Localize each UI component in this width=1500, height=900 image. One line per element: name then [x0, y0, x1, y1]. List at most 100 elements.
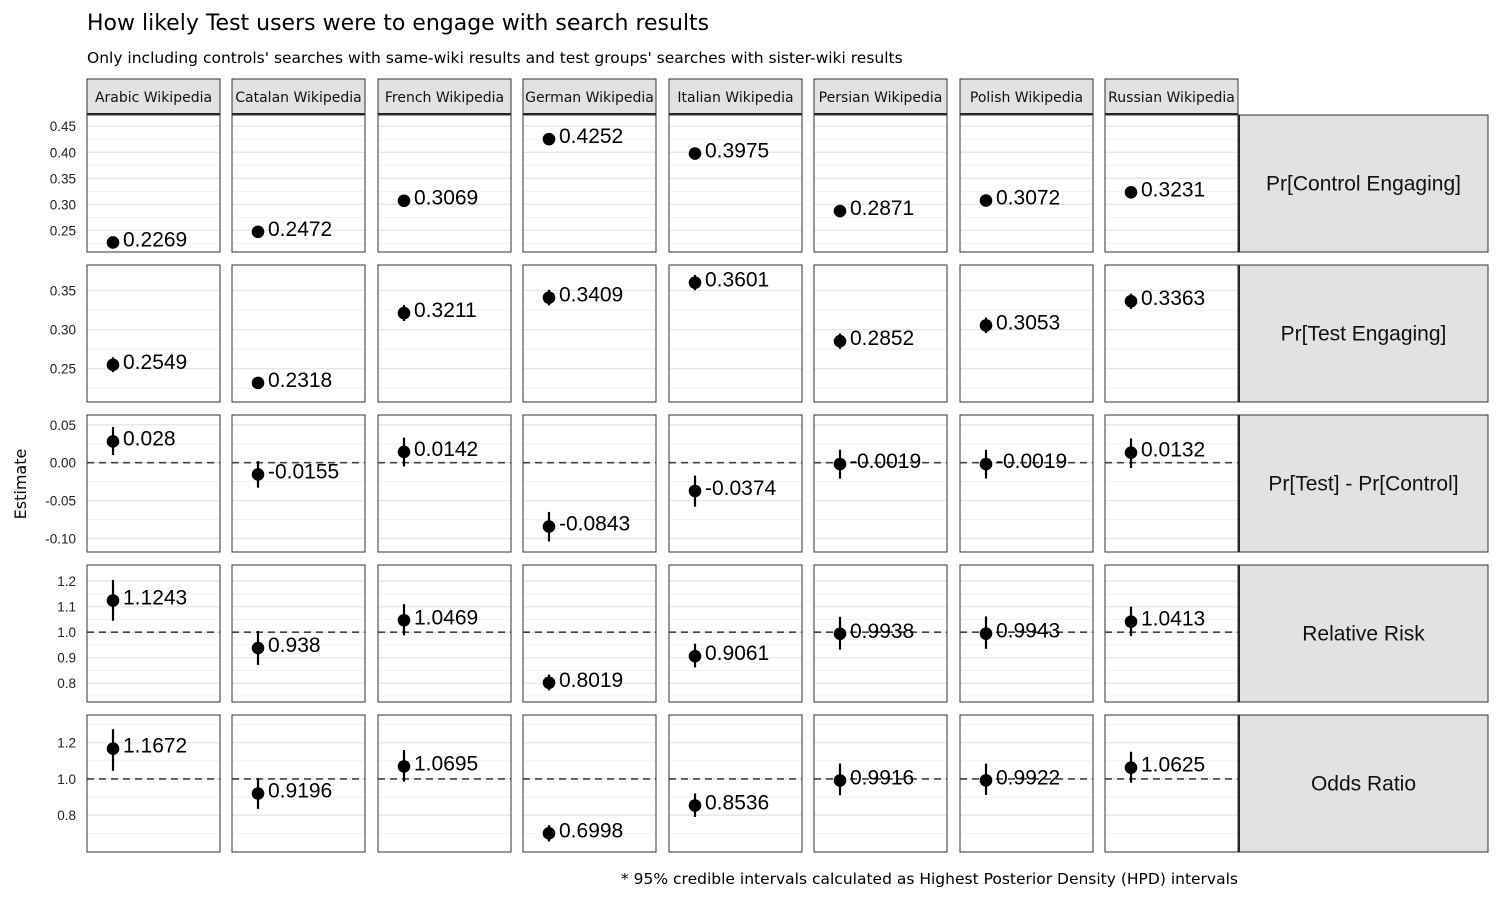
data-point — [106, 742, 120, 755]
value-label: 0.2549 — [123, 351, 187, 374]
value-label: 0.9061 — [705, 642, 769, 665]
column-strip-persian-wikipedia — [813, 78, 948, 115]
value-label: 1.0695 — [414, 752, 478, 775]
y-tick-label: 0.35 — [50, 171, 76, 186]
data-point — [251, 787, 265, 800]
panel-background — [960, 415, 1093, 552]
data-point — [688, 276, 702, 289]
panel-background — [87, 115, 220, 252]
data-point — [979, 319, 993, 332]
panel-border — [959, 714, 1094, 853]
y-tick-label: 1.2 — [57, 574, 76, 589]
y-tick-label: 0.25 — [50, 223, 76, 238]
panel-border — [86, 414, 221, 553]
data-point — [106, 435, 120, 448]
value-label: 0.3363 — [1141, 287, 1205, 310]
panel-background — [669, 115, 802, 252]
data-point — [979, 194, 993, 207]
row-strip-label: Pr[Test Engaging] — [1281, 323, 1447, 346]
panel-border — [813, 264, 948, 403]
panel-background — [1105, 415, 1238, 552]
data-point — [397, 760, 411, 773]
value-label: 0.8019 — [559, 669, 623, 692]
panel-border — [959, 114, 1094, 253]
y-tick-label: 0.35 — [50, 284, 76, 299]
column-strip-label: German Wikipedia — [525, 90, 654, 106]
panel-border — [231, 714, 366, 853]
panel-background — [1105, 265, 1238, 402]
data-point — [542, 291, 556, 304]
row-strip-pr-control-engaging — [1238, 114, 1489, 253]
column-strip-catalan-wikipedia — [231, 78, 366, 115]
data-point — [106, 594, 120, 607]
column-strip-italian-wikipedia — [668, 78, 803, 115]
value-label: 0.0132 — [1141, 439, 1205, 462]
panel-border — [813, 564, 948, 703]
y-tick-label: 1.0 — [57, 625, 76, 640]
panel-background — [378, 415, 511, 552]
panel-background — [814, 115, 947, 252]
data-point — [979, 627, 993, 640]
panel-border — [522, 714, 657, 853]
data-point — [397, 194, 411, 208]
value-label: 0.9938 — [850, 620, 914, 643]
panel-border — [86, 714, 221, 853]
y-tick-label: -0.05 — [45, 494, 76, 509]
y-tick-label: 0.40 — [50, 145, 76, 160]
data-point — [1124, 615, 1138, 628]
row-strip-label: Pr[Control Engaging] — [1266, 173, 1461, 196]
panel-border — [231, 264, 366, 403]
y-axis-label: Estimate — [11, 449, 30, 520]
panel-border — [377, 414, 512, 553]
data-point — [251, 225, 265, 239]
panel-border — [522, 564, 657, 703]
panel-background — [523, 265, 656, 402]
panel-border — [231, 414, 366, 553]
panel-border — [668, 714, 803, 853]
data-point — [397, 445, 411, 459]
panel-border — [377, 564, 512, 703]
y-tick-label: -0.10 — [45, 531, 76, 546]
data-point — [833, 627, 847, 641]
value-label: 0.3601 — [705, 269, 769, 292]
panel-background — [378, 715, 511, 852]
data-point — [542, 676, 556, 690]
y-tick-label: 1.2 — [57, 736, 76, 751]
value-label: 0.2472 — [268, 218, 332, 241]
panel-background — [669, 565, 802, 702]
chart-title: How likely Test users were to engage wit… — [87, 11, 709, 36]
panel-border — [1104, 114, 1239, 253]
panel-border — [1104, 564, 1239, 703]
value-label: 0.4252 — [559, 125, 623, 148]
y-tick-label: 0.8 — [57, 808, 76, 823]
row-strip-relative-risk — [1238, 564, 1489, 703]
data-point — [688, 484, 702, 498]
value-label: 0.3069 — [414, 187, 478, 210]
data-point — [979, 774, 993, 787]
value-label: 1.1672 — [123, 735, 187, 758]
value-label: 0.3211 — [414, 299, 477, 322]
data-point — [397, 306, 411, 320]
data-point — [106, 358, 120, 372]
panel-border — [231, 114, 366, 253]
value-label: 0.938 — [268, 634, 321, 657]
panel-border — [959, 264, 1094, 403]
value-label: -0.0019 — [850, 450, 921, 473]
panel-border — [813, 114, 948, 253]
y-tick-label: 0.45 — [50, 119, 76, 134]
panel-background — [87, 265, 220, 402]
panel-border — [522, 264, 657, 403]
value-label: 0.8536 — [705, 791, 769, 814]
y-tick-label: 0.8 — [57, 676, 76, 691]
value-label: -0.0155 — [268, 460, 339, 483]
data-point — [1124, 761, 1138, 774]
panel-background — [378, 265, 511, 402]
column-strip-label: Russian Wikipedia — [1108, 90, 1235, 106]
value-label: -0.0019 — [996, 450, 1067, 473]
row-strip-pr-test-engaging — [1238, 264, 1489, 403]
panel-border — [813, 714, 948, 853]
chart-caption: * 95% credible intervals calculated as H… — [621, 870, 1238, 888]
panel-border — [1104, 414, 1239, 553]
value-label: 0.2269 — [123, 228, 187, 251]
